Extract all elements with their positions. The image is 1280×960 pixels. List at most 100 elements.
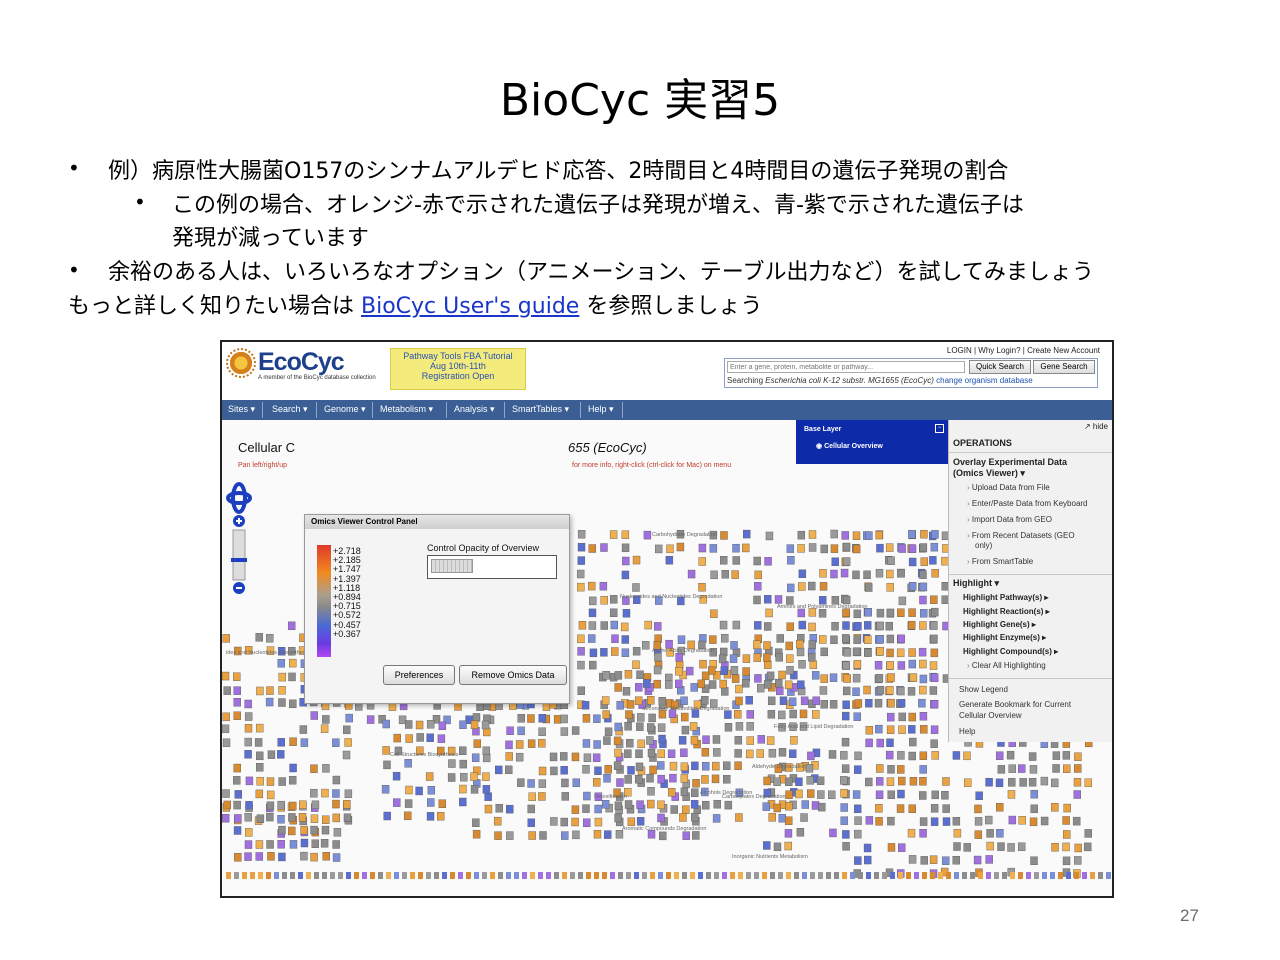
- pathway-node[interactable]: [681, 725, 690, 735]
- pathway-node[interactable]: [234, 814, 242, 823]
- transporter-node[interactable]: [658, 872, 663, 879]
- pathway-node[interactable]: [930, 699, 939, 709]
- pathway-node[interactable]: [828, 750, 837, 759]
- pathway-node[interactable]: [719, 679, 728, 689]
- pathway-node[interactable]: [698, 557, 706, 566]
- pathway-node[interactable]: [267, 750, 276, 759]
- pathway-node[interactable]: [405, 734, 413, 743]
- upload-data-item[interactable]: Upload Data from File: [967, 483, 1050, 492]
- pathway-node[interactable]: [611, 647, 619, 656]
- pathway-node[interactable]: [657, 774, 665, 784]
- pathway-node[interactable]: [698, 640, 706, 650]
- pathway-node[interactable]: [394, 746, 403, 756]
- pathway-node[interactable]: [699, 595, 707, 604]
- pathway-node[interactable]: [256, 814, 265, 823]
- transporter-node[interactable]: [442, 872, 447, 879]
- pathway-node[interactable]: [527, 818, 535, 827]
- pathway-node[interactable]: [288, 826, 296, 836]
- pathway-node[interactable]: [786, 596, 794, 605]
- zoom-slider-track[interactable]: [232, 529, 246, 581]
- pathway-node[interactable]: [754, 674, 762, 683]
- pathway-node[interactable]: [863, 843, 872, 853]
- pathway-node[interactable]: [1074, 764, 1082, 773]
- transporter-node[interactable]: [434, 872, 439, 879]
- pathway-node[interactable]: [560, 817, 568, 827]
- pathway-node[interactable]: [974, 804, 982, 814]
- pathway-node[interactable]: [897, 634, 905, 644]
- pathway-node[interactable]: [864, 635, 872, 644]
- pathway-node[interactable]: [690, 800, 699, 809]
- pathway-node[interactable]: [776, 686, 784, 696]
- pathway-node[interactable]: [659, 831, 667, 841]
- pathway-node[interactable]: [908, 557, 917, 567]
- pathway-node[interactable]: [517, 778, 525, 787]
- pathway-node[interactable]: [898, 725, 906, 734]
- pathway-node[interactable]: [840, 568, 849, 578]
- pathway-node[interactable]: [527, 779, 535, 788]
- pathway-node[interactable]: [930, 595, 938, 604]
- pathway-node[interactable]: [763, 622, 772, 631]
- pathway-node[interactable]: [807, 789, 815, 798]
- pathway-node[interactable]: [234, 853, 242, 862]
- pathway-node[interactable]: [754, 621, 762, 630]
- pathway-node[interactable]: [602, 671, 610, 680]
- pathway-node[interactable]: [692, 779, 700, 788]
- pathway-node[interactable]: [299, 725, 308, 734]
- pathway-node[interactable]: [636, 670, 644, 679]
- pathway-node[interactable]: [1073, 778, 1082, 787]
- pathway-node[interactable]: [604, 765, 612, 774]
- pathway-node[interactable]: [244, 840, 253, 849]
- pathway-node[interactable]: [443, 715, 451, 725]
- pathway-node[interactable]: [942, 777, 950, 786]
- pathway-node[interactable]: [808, 530, 817, 539]
- pathway-node[interactable]: [930, 621, 938, 630]
- pathway-node[interactable]: [382, 719, 390, 729]
- pathway-node[interactable]: [223, 686, 231, 695]
- pathway-node[interactable]: [393, 798, 401, 807]
- transporter-node[interactable]: [578, 872, 583, 879]
- transporter-node[interactable]: [1106, 872, 1111, 879]
- pathway-node[interactable]: [438, 721, 447, 731]
- transporter-node[interactable]: [898, 872, 903, 879]
- transporter-node[interactable]: [554, 872, 559, 879]
- transporter-node[interactable]: [530, 872, 535, 879]
- pathway-node[interactable]: [647, 787, 655, 796]
- pathway-node[interactable]: [986, 841, 994, 851]
- pathway-node[interactable]: [233, 711, 241, 720]
- pathway-node[interactable]: [310, 852, 318, 862]
- pathway-node[interactable]: [787, 583, 795, 593]
- pathway-node[interactable]: [320, 724, 329, 733]
- pathway-node[interactable]: [829, 673, 838, 682]
- pathway-node[interactable]: [876, 543, 884, 553]
- pathway-node[interactable]: [785, 801, 793, 811]
- zoom-in-icon[interactable]: [233, 515, 245, 527]
- pathway-node[interactable]: [929, 556, 937, 565]
- pathway-node[interactable]: [875, 674, 884, 683]
- pathway-node[interactable]: [393, 733, 401, 743]
- pathway-node[interactable]: [647, 723, 655, 732]
- pathway-node[interactable]: [773, 777, 781, 786]
- pathway-node[interactable]: [426, 720, 435, 729]
- pathway-node[interactable]: [865, 698, 873, 708]
- transporter-node[interactable]: [994, 872, 999, 879]
- pathway-node[interactable]: [886, 569, 894, 579]
- pathway-node[interactable]: [920, 856, 928, 865]
- transporter-node[interactable]: [506, 872, 511, 879]
- pathway-node[interactable]: [594, 792, 603, 801]
- pathway-node[interactable]: [505, 765, 513, 775]
- pathway-node[interactable]: [986, 829, 994, 838]
- transporter-node[interactable]: [794, 872, 799, 879]
- pathway-node[interactable]: [885, 543, 894, 552]
- pathway-node[interactable]: [864, 608, 872, 617]
- pathway-node[interactable]: [624, 788, 632, 797]
- pathway-node[interactable]: [996, 829, 1004, 838]
- pathway-node[interactable]: [277, 750, 285, 759]
- pathway-node[interactable]: [653, 641, 661, 650]
- transporter-node[interactable]: [634, 872, 639, 879]
- pathway-node[interactable]: [680, 774, 689, 783]
- pathway-node[interactable]: [997, 842, 1005, 851]
- pathway-node[interactable]: [908, 751, 916, 761]
- pathway-node[interactable]: [929, 686, 938, 695]
- pathway-node[interactable]: [830, 529, 838, 539]
- pathway-node[interactable]: [256, 686, 264, 696]
